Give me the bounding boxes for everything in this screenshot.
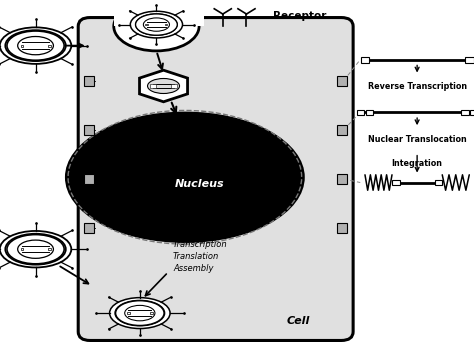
Bar: [337, 174, 347, 184]
Text: Reverse Transcription: Reverse Transcription: [367, 82, 467, 92]
Ellipse shape: [130, 11, 182, 38]
Ellipse shape: [116, 301, 164, 325]
Ellipse shape: [5, 30, 66, 61]
Bar: [150, 312, 153, 314]
Bar: [337, 125, 347, 135]
Ellipse shape: [125, 305, 155, 321]
Ellipse shape: [125, 145, 245, 210]
Bar: [465, 57, 474, 63]
Ellipse shape: [115, 300, 164, 326]
Bar: [146, 24, 147, 25]
Ellipse shape: [7, 31, 64, 60]
Bar: [47, 248, 51, 250]
Bar: [470, 110, 474, 115]
Text: Receptor: Receptor: [273, 11, 326, 21]
Bar: [150, 84, 156, 88]
Bar: [20, 248, 24, 250]
Text: Integration: Integration: [392, 159, 443, 168]
Ellipse shape: [136, 14, 177, 35]
Bar: [127, 312, 129, 314]
Bar: [84, 76, 94, 86]
Bar: [20, 45, 24, 47]
Ellipse shape: [79, 119, 291, 235]
Bar: [361, 57, 369, 63]
Bar: [366, 110, 374, 115]
Bar: [84, 223, 94, 233]
Text: Cell: Cell: [287, 316, 310, 326]
Ellipse shape: [155, 161, 215, 194]
Ellipse shape: [0, 231, 71, 267]
Ellipse shape: [65, 112, 305, 243]
Bar: [114, 0, 204, 26]
Ellipse shape: [18, 240, 54, 258]
Ellipse shape: [139, 152, 230, 202]
Ellipse shape: [136, 14, 177, 35]
Ellipse shape: [109, 298, 170, 329]
Bar: [165, 24, 167, 25]
Bar: [461, 110, 468, 115]
Ellipse shape: [143, 18, 170, 31]
Text: Nuclear Translocation: Nuclear Translocation: [368, 135, 466, 144]
Ellipse shape: [114, 2, 199, 51]
Ellipse shape: [0, 27, 71, 64]
Ellipse shape: [147, 79, 180, 93]
Text: Transcription
Translation
Assembly: Transcription Translation Assembly: [173, 240, 228, 272]
Bar: [47, 45, 51, 47]
Bar: [84, 174, 94, 184]
Bar: [337, 223, 347, 233]
Bar: [392, 180, 400, 185]
Bar: [84, 125, 94, 135]
Ellipse shape: [171, 170, 199, 185]
Ellipse shape: [7, 234, 64, 264]
Text: Nucleus: Nucleus: [174, 179, 224, 189]
Bar: [337, 76, 347, 86]
FancyBboxPatch shape: [78, 18, 353, 340]
Ellipse shape: [18, 37, 54, 55]
Ellipse shape: [110, 137, 259, 218]
Ellipse shape: [95, 128, 275, 226]
Bar: [356, 110, 364, 115]
Polygon shape: [139, 70, 188, 102]
Bar: [171, 84, 177, 88]
Ellipse shape: [5, 234, 66, 265]
Bar: [435, 180, 442, 185]
